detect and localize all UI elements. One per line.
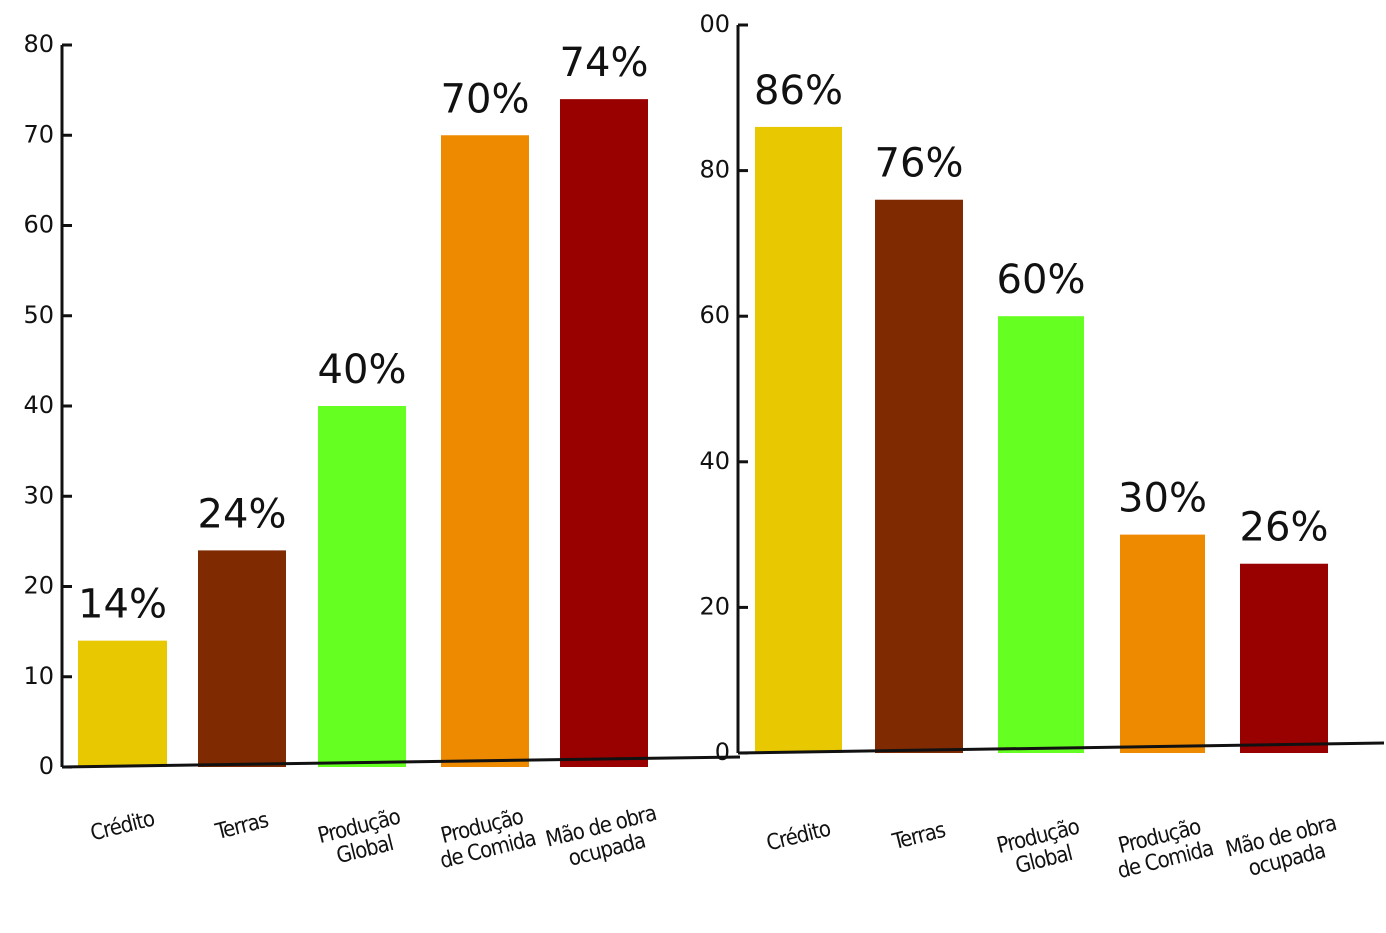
bar: [441, 135, 529, 767]
value-label: 76%: [875, 141, 964, 187]
value-label: 70%: [441, 76, 530, 122]
bar: [1240, 563, 1328, 753]
bar: [755, 126, 842, 754]
y-tick-label: 0: [39, 752, 54, 780]
y-tick-label: 0: [715, 738, 730, 766]
y-tick-label: 00: [699, 10, 730, 38]
y-tick-label: 10: [23, 662, 54, 690]
bar: [560, 99, 648, 767]
y-tick-label: 40: [699, 447, 730, 475]
baseline: [61, 755, 741, 769]
bar: [1120, 534, 1205, 753]
y-tick-label: 20: [699, 592, 730, 620]
y-tick-label: 80: [23, 30, 54, 58]
bar: [875, 199, 963, 754]
y-tick-label: 20: [23, 572, 54, 600]
value-label: 26%: [1240, 505, 1329, 551]
bar: [318, 406, 406, 767]
y-tick-label: 80: [699, 156, 730, 184]
value-label: 40%: [318, 347, 407, 393]
baseline: [737, 741, 1385, 755]
value-label: 30%: [1118, 476, 1207, 522]
y-tick-label: 60: [23, 211, 54, 239]
value-label: 86%: [754, 68, 843, 114]
y-tick-label: 70: [23, 120, 54, 148]
value-label: 14%: [78, 582, 167, 628]
y-tick-label: 60: [699, 301, 730, 329]
bar: [998, 316, 1084, 753]
y-tick-label: 40: [23, 391, 54, 419]
bar: [78, 640, 167, 767]
value-label: 74%: [560, 40, 649, 86]
y-tick-label: 50: [23, 301, 54, 329]
bar: [198, 550, 286, 767]
y-tick-label: 30: [23, 481, 54, 509]
value-label: 60%: [997, 257, 1086, 303]
value-label: 24%: [198, 491, 287, 537]
